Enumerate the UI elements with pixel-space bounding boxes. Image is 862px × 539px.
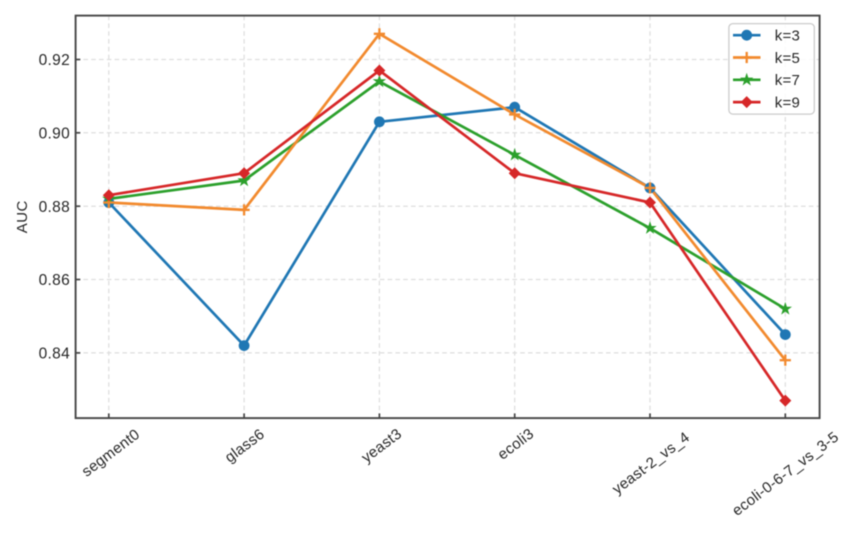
svg-text:0.92: 0.92 (39, 52, 70, 69)
svg-text:0.90: 0.90 (39, 125, 70, 142)
svg-text:k=5: k=5 (775, 50, 800, 67)
svg-text:k=7: k=7 (775, 72, 800, 89)
svg-text:AUC: AUC (14, 200, 31, 233)
svg-text:k=9: k=9 (775, 95, 800, 112)
svg-text:0.84: 0.84 (39, 346, 70, 363)
svg-text:0.86: 0.86 (39, 272, 70, 289)
svg-text:k=3: k=3 (775, 28, 800, 45)
svg-text:0.88: 0.88 (39, 199, 70, 216)
